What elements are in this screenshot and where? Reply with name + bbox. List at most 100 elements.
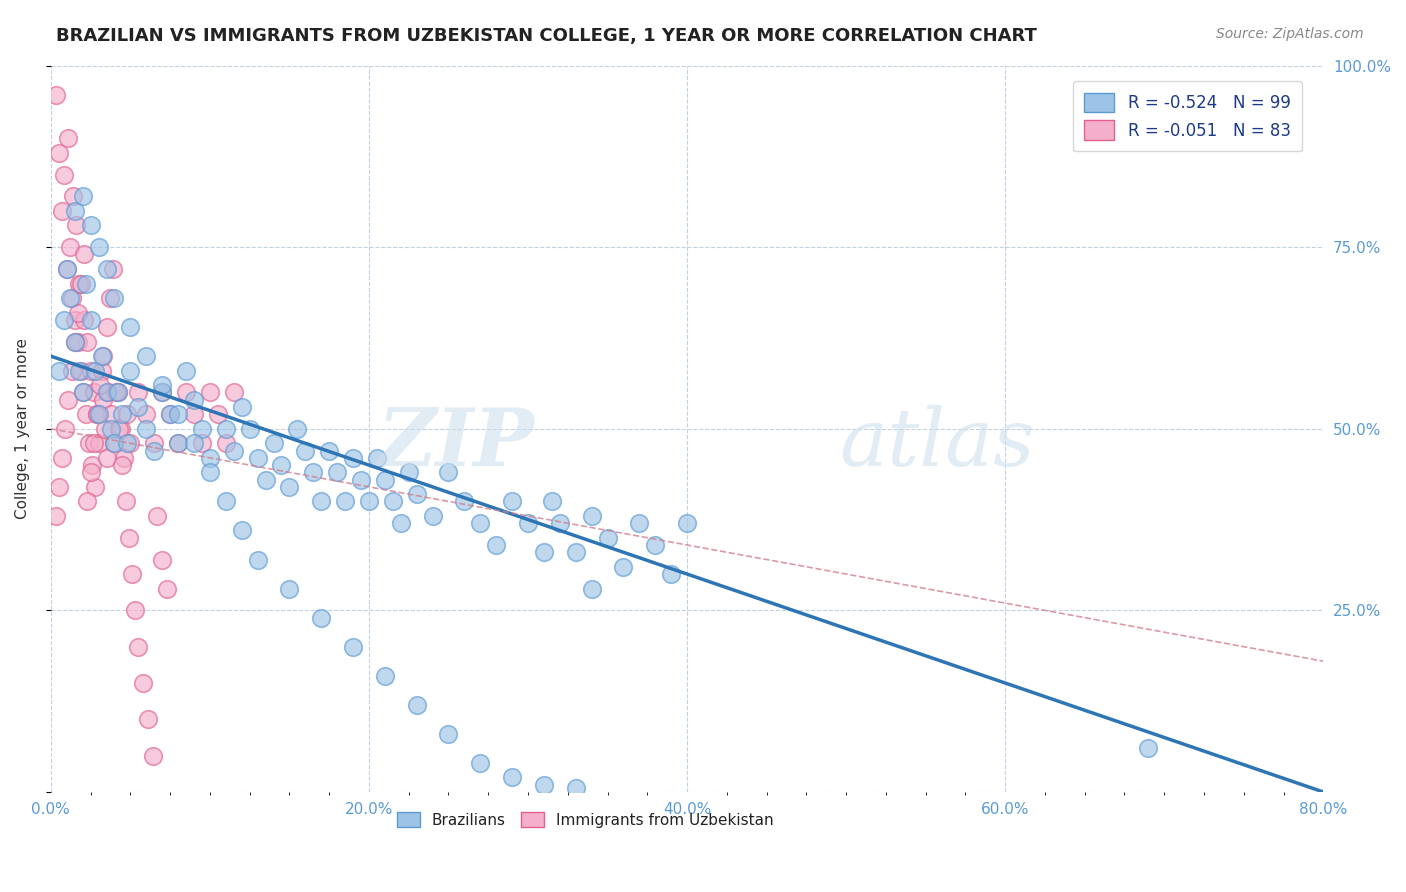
Point xyxy=(318,443,340,458)
Point xyxy=(191,422,214,436)
Point xyxy=(110,422,132,436)
Point xyxy=(676,516,699,531)
Point xyxy=(63,334,86,349)
Point xyxy=(437,727,460,741)
Point xyxy=(45,87,67,102)
Point xyxy=(628,516,651,531)
Point xyxy=(374,473,396,487)
Point xyxy=(112,450,135,465)
Point xyxy=(52,313,75,327)
Point xyxy=(150,385,173,400)
Point xyxy=(215,422,238,436)
Point xyxy=(62,189,84,203)
Point xyxy=(198,450,221,465)
Point xyxy=(135,407,157,421)
Point xyxy=(69,277,91,291)
Point xyxy=(644,538,666,552)
Point xyxy=(501,771,523,785)
Point xyxy=(342,640,364,654)
Point xyxy=(83,436,105,450)
Point xyxy=(309,494,332,508)
Point xyxy=(87,436,110,450)
Point xyxy=(287,422,309,436)
Point xyxy=(659,567,682,582)
Point xyxy=(111,407,134,421)
Point xyxy=(405,698,427,712)
Point xyxy=(91,349,114,363)
Point xyxy=(167,436,190,450)
Point xyxy=(94,422,117,436)
Point xyxy=(96,262,118,277)
Text: atlas: atlas xyxy=(839,405,1035,482)
Point xyxy=(108,422,131,436)
Point xyxy=(84,480,107,494)
Point xyxy=(96,385,118,400)
Point xyxy=(142,748,165,763)
Point xyxy=(231,400,253,414)
Point xyxy=(167,407,190,421)
Point xyxy=(73,247,96,261)
Point xyxy=(174,364,197,378)
Point xyxy=(581,582,603,596)
Point xyxy=(45,508,67,523)
Point xyxy=(79,466,101,480)
Point xyxy=(183,436,205,450)
Point xyxy=(215,436,238,450)
Point xyxy=(72,385,94,400)
Point xyxy=(120,436,142,450)
Point xyxy=(127,640,149,654)
Point xyxy=(127,385,149,400)
Point xyxy=(239,422,262,436)
Point xyxy=(51,450,73,465)
Text: ZIP: ZIP xyxy=(377,405,534,482)
Text: Source: ZipAtlas.com: Source: ZipAtlas.com xyxy=(1216,27,1364,41)
Point xyxy=(132,676,155,690)
Point xyxy=(66,305,89,319)
Point xyxy=(87,240,110,254)
Point xyxy=(118,531,141,545)
Point xyxy=(100,422,122,436)
Point xyxy=(107,385,129,400)
Point xyxy=(86,407,108,421)
Point xyxy=(120,364,142,378)
Point xyxy=(103,291,125,305)
Point xyxy=(246,552,269,566)
Point xyxy=(183,392,205,407)
Text: BRAZILIAN VS IMMIGRANTS FROM UZBEKISTAN COLLEGE, 1 YEAR OR MORE CORRELATION CHAR: BRAZILIAN VS IMMIGRANTS FROM UZBEKISTAN … xyxy=(56,27,1038,45)
Point xyxy=(75,277,97,291)
Point xyxy=(246,450,269,465)
Point xyxy=(63,313,86,327)
Point xyxy=(60,364,83,378)
Point xyxy=(76,494,98,508)
Point xyxy=(146,508,169,523)
Point xyxy=(191,436,214,450)
Point xyxy=(174,385,197,400)
Point xyxy=(127,400,149,414)
Point xyxy=(79,313,101,327)
Point xyxy=(222,443,245,458)
Point xyxy=(302,466,325,480)
Point xyxy=(101,262,124,277)
Point xyxy=(381,494,404,508)
Point xyxy=(596,531,619,545)
Point xyxy=(53,422,76,436)
Point xyxy=(294,443,316,458)
Point xyxy=(69,364,91,378)
Point xyxy=(89,378,111,392)
Point xyxy=(115,436,138,450)
Point xyxy=(103,436,125,450)
Point xyxy=(156,582,179,596)
Point xyxy=(59,240,82,254)
Point xyxy=(55,262,77,277)
Point xyxy=(533,778,555,792)
Point xyxy=(541,494,564,508)
Point xyxy=(135,349,157,363)
Point xyxy=(422,508,444,523)
Point xyxy=(215,494,238,508)
Point xyxy=(207,407,229,421)
Point xyxy=(564,545,586,559)
Point xyxy=(150,552,173,566)
Point xyxy=(159,407,181,421)
Point xyxy=(84,364,107,378)
Point xyxy=(366,450,388,465)
